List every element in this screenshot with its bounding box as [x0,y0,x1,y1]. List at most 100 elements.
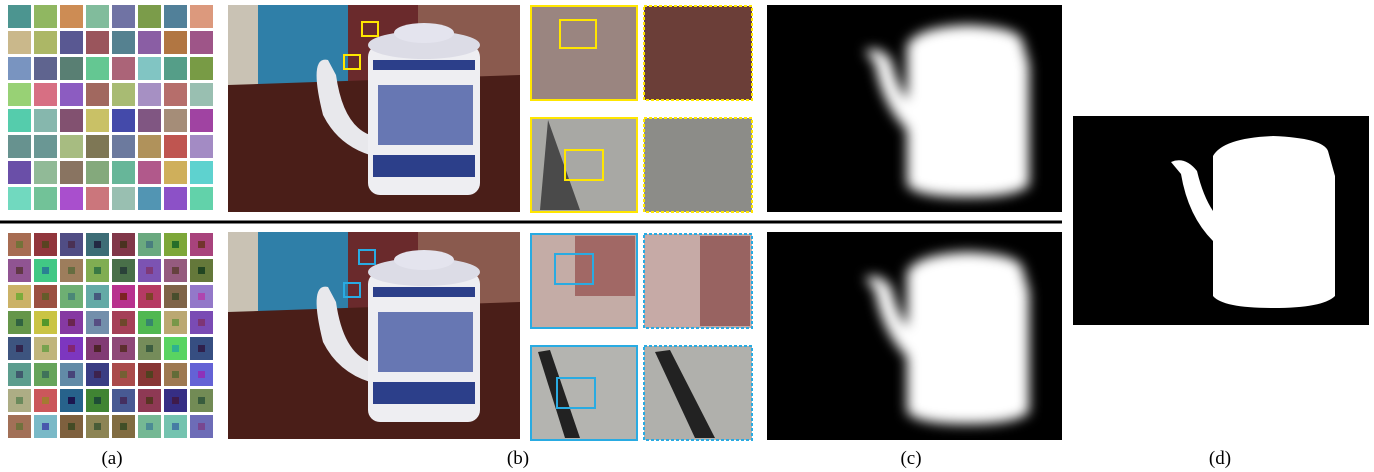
filter-tile [68,267,75,274]
filter-tile [164,135,187,158]
filter-tile [42,319,49,326]
caption: (a) [101,448,122,469]
filter-tile [138,187,161,210]
filter-tile [112,109,135,132]
filter-tile [112,83,135,106]
filter-tile [86,161,109,184]
zoom-panels-top [531,6,752,212]
filter-tile [198,293,205,300]
filter-tile [42,371,49,378]
filter-tile [190,135,213,158]
filter-tile [34,135,57,158]
filter-tile [16,267,23,274]
filter-tile [146,345,153,352]
filter-tile [60,135,83,158]
filter-tile [86,57,109,80]
filter-tile [34,5,57,28]
filter-tile [68,319,75,326]
filter-tile [42,267,49,274]
filter-tile [190,83,213,106]
filter-tile [146,293,153,300]
filter-tile [172,267,179,274]
filter-tile [172,293,179,300]
filter-tile [86,83,109,106]
zoom-panels-bottom [531,234,752,440]
filter-tile [120,267,127,274]
filter-tile [164,83,187,106]
filter-tile [190,187,213,210]
filter-tile [86,5,109,28]
filter-tile [198,371,205,378]
filter-tile [8,57,31,80]
filter-tile [190,109,213,132]
figure: (a) (b) (c) (d) [0,0,1374,472]
filter-tile [146,319,153,326]
filter-tile [198,241,205,248]
filter-tile [120,241,127,248]
filter-tile [190,5,213,28]
scene-image-top [228,5,520,212]
filter-tile [34,31,57,54]
filter-tile [198,267,205,274]
filter-tile [8,187,31,210]
filter-tile [146,241,153,248]
filter-tile [16,397,23,404]
filter-tile [94,397,101,404]
filter-tile [42,397,49,404]
filter-tile [86,109,109,132]
filter-tile [42,293,49,300]
filter-tile [198,397,205,404]
filter-tile [68,423,75,430]
filter-tile [172,423,179,430]
filter-tile [34,83,57,106]
filter-tile [16,345,23,352]
filter-tile [94,319,101,326]
filter-tile [172,319,179,326]
filter-tile [34,187,57,210]
filter-tile [164,31,187,54]
filter-tile [42,241,49,248]
filter-tile [8,161,31,184]
filter-tile [8,31,31,54]
filter-tile [60,161,83,184]
filter-tile [164,5,187,28]
filter-tile [16,293,23,300]
filter-tile [120,371,127,378]
filter-tile [16,371,23,378]
filter-tile [164,161,187,184]
ground-truth [1073,116,1369,325]
filter-tile [68,241,75,248]
filter-tile [68,345,75,352]
filter-tile [68,397,75,404]
filter-tile [120,423,127,430]
caption: (d) [1209,448,1231,469]
filter-tile [190,57,213,80]
filter-tile [68,371,75,378]
prediction-bottom [767,232,1062,440]
scene-image-bottom [228,232,520,439]
filter-tile [16,319,23,326]
filter-tile [146,267,153,274]
filter-tile [146,423,153,430]
filter-tile [86,31,109,54]
filter-tile [8,83,31,106]
filter-tile [138,135,161,158]
filter-tile [60,109,83,132]
filter-tile [138,109,161,132]
filter-tile [198,423,205,430]
filter-tile [86,187,109,210]
caption: (c) [900,448,921,469]
filter-tile [172,345,179,352]
filter-tile [112,187,135,210]
filter-tile [120,319,127,326]
filter-tile [120,345,127,352]
filter-tile [190,161,213,184]
filter-tile [138,161,161,184]
filter-tile [120,293,127,300]
filter-tile [34,57,57,80]
filter-tile [60,5,83,28]
filter-tile [112,5,135,28]
filter-tile [164,187,187,210]
filter-tile [138,5,161,28]
filter-tile [138,83,161,106]
